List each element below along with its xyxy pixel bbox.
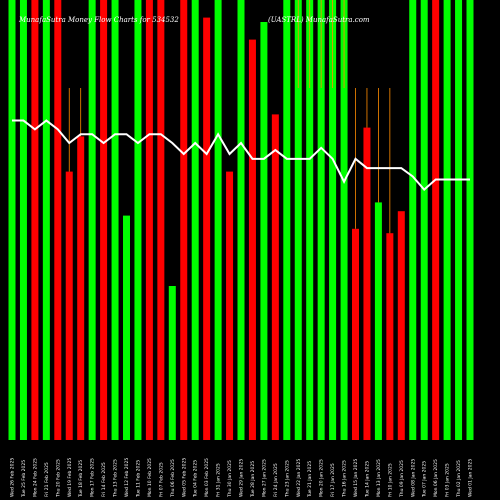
bar-7 xyxy=(88,0,96,440)
x-tick-label-37: Mon 06 Jan 2025 xyxy=(433,459,439,497)
bar-15 xyxy=(180,0,188,440)
bar-1 xyxy=(19,0,27,440)
bar-14 xyxy=(168,286,176,440)
x-tick-label-35: Wed 08 Jan 2025 xyxy=(410,459,416,497)
x-tick-label-17: Mon 03 Feb 2025 xyxy=(204,458,210,497)
bar-36 xyxy=(420,0,428,440)
x-tick-label-11: Tue 11 Feb 2025 xyxy=(135,460,141,498)
bar-28 xyxy=(329,0,337,440)
bar-9 xyxy=(111,0,119,440)
bars-layer xyxy=(8,0,474,441)
x-tick-label-13: Fri 07 Feb 2025 xyxy=(158,462,164,497)
x-tick-label-33: Fri 10 Jan 2025 xyxy=(387,463,393,497)
x-tick-label-15: Wed 05 Feb 2025 xyxy=(181,458,187,497)
bar-3 xyxy=(42,0,50,440)
x-tick-label-36: Tue 07 Jan 2025 xyxy=(422,461,428,498)
bar-35 xyxy=(409,0,417,440)
bar-29 xyxy=(340,0,348,440)
x-tick-label-6: Tue 18 Feb 2025 xyxy=(78,460,84,498)
bar-33 xyxy=(386,233,394,440)
bar-5 xyxy=(65,171,73,440)
x-tick-label-2: Mon 24 Feb 2025 xyxy=(32,458,38,497)
bar-24 xyxy=(283,0,291,440)
bar-17 xyxy=(203,17,211,440)
x-tick-label-32: Mon 13 Jan 2025 xyxy=(376,459,382,497)
bar-38 xyxy=(443,0,451,440)
x-tick-label-14: Thu 06 Feb 2025 xyxy=(170,459,176,498)
x-tick-label-4: Thu 20 Feb 2025 xyxy=(55,459,61,498)
bar-37 xyxy=(432,0,440,440)
x-tick-label-18: Fri 31 Jan 2025 xyxy=(216,463,222,497)
bar-8 xyxy=(100,0,108,440)
x-tick-label-5: Wed 19 Feb 2025 xyxy=(67,458,73,497)
bar-0 xyxy=(8,0,16,440)
x-tick-label-39: Thu 02 Jan 2025 xyxy=(456,460,462,498)
x-tick-label-20: Wed 29 Jan 2025 xyxy=(239,459,245,497)
x-tick-label-16: Tue 04 Feb 2025 xyxy=(193,460,199,498)
bar-34 xyxy=(397,211,405,440)
x-tick-label-24: Thu 23 Jan 2025 xyxy=(284,460,290,498)
bar-6 xyxy=(77,136,85,440)
bar-16 xyxy=(191,0,199,440)
x-tick-label-27: Mon 20 Jan 2025 xyxy=(319,459,325,497)
x-tick-label-10: Wed 12 Feb 2025 xyxy=(124,458,130,497)
x-tick-label-28: Fri 17 Jan 2025 xyxy=(330,463,336,497)
x-tick-label-12: Mon 10 Feb 2025 xyxy=(147,458,153,497)
x-tick-label-0: Wed 26 Feb 2025 xyxy=(10,458,16,497)
x-tick-label-23: Fri 24 Jan 2025 xyxy=(273,463,279,497)
bar-26 xyxy=(306,0,314,440)
bar-25 xyxy=(294,0,302,440)
chart-title-right: (UASTRL) MunafaSutra.com xyxy=(268,16,370,24)
bar-27 xyxy=(317,0,325,440)
x-tick-label-38: Fri 03 Jan 2025 xyxy=(445,463,451,497)
x-tick-label-1: Tue 25 Feb 2025 xyxy=(21,460,27,498)
bar-22 xyxy=(260,22,268,440)
x-tick-label-9: Thu 13 Feb 2025 xyxy=(113,459,119,498)
bar-31 xyxy=(363,127,371,440)
chart-title: MunafaSutra Money Flow Charts for 534532 xyxy=(18,16,179,24)
bar-40 xyxy=(466,0,474,440)
bar-39 xyxy=(455,0,463,440)
x-tick-label-8: Fri 14 Feb 2025 xyxy=(101,462,107,497)
wicks-layer xyxy=(68,0,391,234)
bar-19 xyxy=(226,171,234,440)
bar-30 xyxy=(352,228,359,440)
x-tick-label-31: Tue 14 Jan 2025 xyxy=(364,461,370,498)
bar-23 xyxy=(271,114,279,441)
bar-4 xyxy=(54,0,62,440)
x-tick-label-26: Tue 21 Jan 2025 xyxy=(307,461,313,498)
x-tick-label-34: Thu 09 Jan 2025 xyxy=(399,460,405,498)
money-flow-line xyxy=(12,119,470,192)
bar-12 xyxy=(145,0,153,440)
x-tick-label-29: Thu 16 Jan 2025 xyxy=(342,460,348,498)
x-tick-label-30: Wed 15 Jan 2025 xyxy=(353,459,359,497)
x-tick-labels: Wed 26 Feb 2025 Tue 25 Feb 2025 Mon 24 Feb… xyxy=(10,458,474,498)
bar-11 xyxy=(134,0,142,440)
bar-13 xyxy=(157,0,165,440)
x-tick-label-40: Wed 01 Jan 2025 xyxy=(468,459,474,497)
x-tick-label-22: Mon 27 Jan 2025 xyxy=(261,459,267,497)
x-tick-label-21: Tue 28 Jan 2025 xyxy=(250,461,256,498)
x-tick-label-25: Wed 22 Jan 2025 xyxy=(296,459,302,497)
x-tick-label-3: Fri 21 Feb 2025 xyxy=(44,462,50,497)
bar-32 xyxy=(374,202,382,440)
bar-20 xyxy=(237,0,245,440)
x-tick-label-19: Thu 30 Jan 2025 xyxy=(227,460,233,498)
x-tick-label-7: Mon 17 Feb 2025 xyxy=(90,458,96,497)
bar-2 xyxy=(31,0,39,440)
bar-21 xyxy=(248,39,256,440)
bar-18 xyxy=(214,0,222,440)
bar-10 xyxy=(123,215,130,440)
